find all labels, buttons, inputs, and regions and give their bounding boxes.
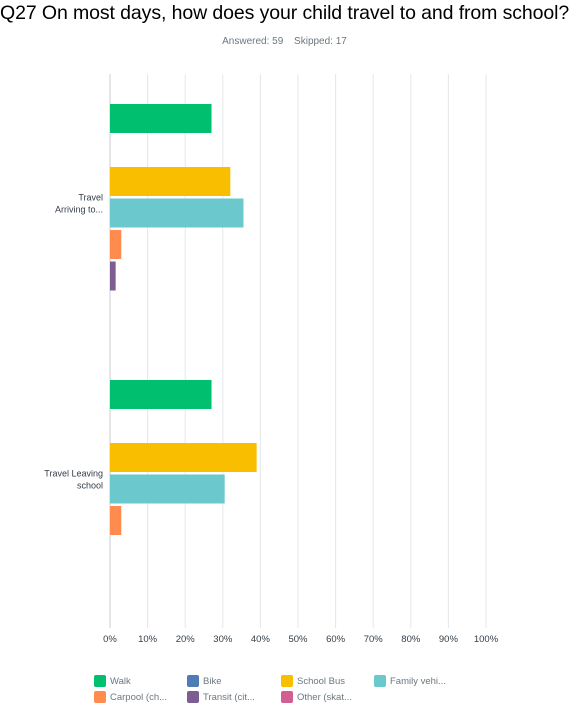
legend-item[interactable]: Transit (cit...	[187, 691, 281, 703]
legend-item[interactable]: Family vehi...	[374, 675, 484, 687]
legend-swatch	[187, 691, 199, 703]
legend-swatch	[187, 675, 199, 687]
answered-count: Answered: 59	[222, 36, 284, 47]
x-tick-label: 60%	[326, 634, 346, 645]
x-tick-label: 30%	[213, 634, 233, 645]
category-label: Travel Leaving	[44, 468, 103, 478]
bar	[110, 474, 225, 504]
x-tick-label: 10%	[138, 634, 158, 645]
x-tick-label: 70%	[364, 634, 384, 645]
legend-swatch	[281, 675, 293, 687]
x-tick-label: 40%	[251, 634, 271, 645]
x-tick-label: 100%	[474, 634, 499, 645]
legend-label: Bike	[203, 675, 222, 687]
legend-label: Family vehi...	[390, 675, 446, 687]
legend-label: School Bus	[297, 675, 346, 687]
legend-item[interactable]: Carpool (ch...	[94, 691, 187, 703]
bar	[110, 167, 231, 196]
bar	[110, 443, 257, 472]
legend-label: Transit (cit...	[203, 691, 255, 703]
x-tick-label: 90%	[439, 634, 459, 645]
x-tick-label: 0%	[103, 634, 117, 645]
bar	[110, 261, 116, 291]
legend-item[interactable]: Bike	[187, 675, 281, 687]
category-label: Travel	[78, 192, 103, 202]
bar	[110, 380, 212, 409]
bar	[110, 230, 122, 259]
chart-legend: Walk Bike School Bus Family vehi... Carpool …	[94, 675, 514, 703]
skipped-count: Skipped: 17	[294, 36, 347, 47]
legend-item[interactable]: School Bus	[281, 675, 374, 687]
legend-swatch	[281, 691, 293, 703]
legend-label: Other (skat...	[297, 691, 352, 703]
legend-label: Carpool (ch...	[110, 691, 168, 703]
legend-label: Walk	[110, 675, 131, 687]
category-label: Arriving to...	[55, 204, 103, 214]
legend-item[interactable]: Walk	[94, 675, 187, 687]
x-tick-label: 50%	[288, 634, 308, 645]
legend-swatch	[94, 691, 106, 703]
bar	[110, 104, 212, 133]
bar	[110, 198, 244, 228]
legend-swatch	[94, 675, 106, 687]
bar	[110, 506, 122, 535]
category-label: school	[77, 480, 103, 490]
question-title: Q27 On most days, how does your child tr…	[0, 2, 569, 24]
x-tick-label: 80%	[401, 634, 421, 645]
legend-item[interactable]: Other (skat...	[281, 691, 374, 703]
legend-swatch	[374, 675, 386, 687]
x-tick-label: 20%	[176, 634, 196, 645]
response-stats: Answered: 59 Skipped: 17	[0, 36, 569, 47]
